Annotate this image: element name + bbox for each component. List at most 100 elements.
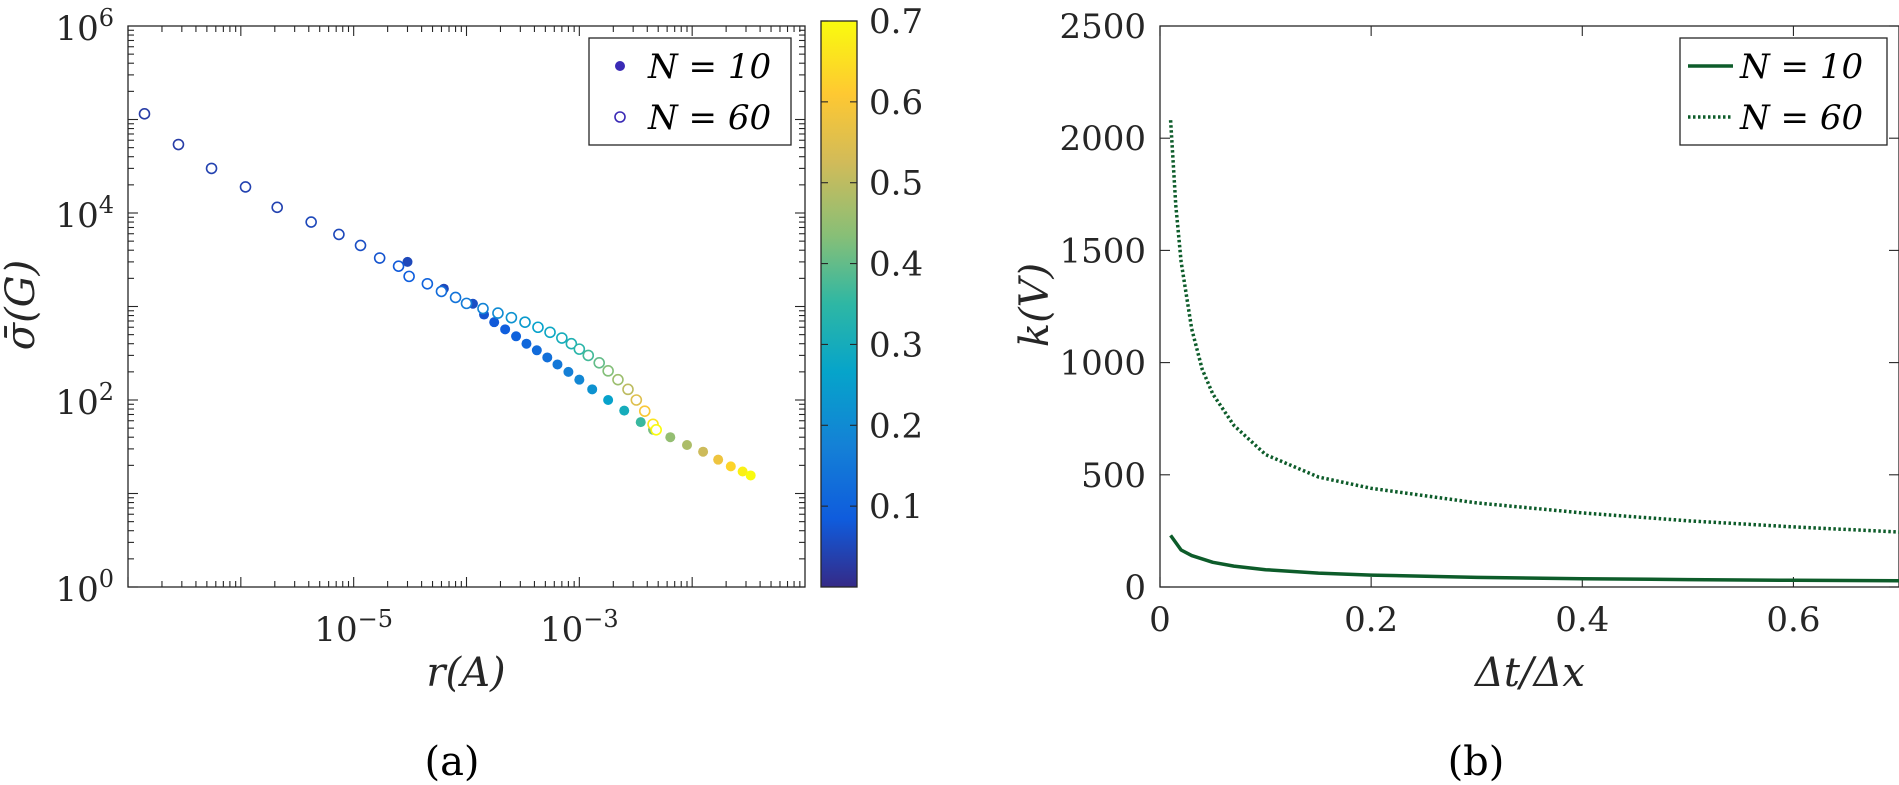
axes-a-ytick-label: 106	[55, 4, 114, 49]
data-point	[305, 216, 317, 228]
colorbar-tick-label: 0.6	[869, 83, 923, 123]
data-point	[552, 359, 563, 370]
axes-b-ytick-label: 500	[1081, 456, 1146, 496]
data-point	[138, 108, 151, 120]
data-point	[587, 384, 598, 395]
legend-a-marker-n10	[615, 61, 625, 71]
axes-b-ytick-label: 0	[1124, 568, 1146, 608]
axes-a-ytick-label: 102	[55, 378, 114, 423]
axes-b-ytick-label: 2000	[1059, 119, 1146, 159]
legend-a-label-n60: N = 60	[647, 98, 771, 138]
axes-a-ticks: 10−5 10−3 100 102 104 106	[55, 4, 618, 650]
data-point	[713, 454, 724, 465]
axes-a-xtick-label: 10−5	[314, 605, 393, 650]
data-point	[556, 332, 568, 344]
data-point	[492, 307, 504, 319]
colorbar-tick-label: 0.1	[869, 487, 923, 527]
axes-b-xtick-label: 0.2	[1344, 600, 1398, 640]
axes-a-ylabel: σ̄(G)	[0, 260, 44, 350]
data-point	[544, 326, 556, 339]
data-point	[532, 321, 544, 334]
colorbar-ticks: 0.1 0.2 0.3 0.4 0.5 0.6 0.7	[821, 2, 923, 527]
axes-b-ylabel: k(V)	[1012, 263, 1058, 347]
colorbar: 0.1 0.2 0.3 0.4 0.5 0.6 0.7	[820, 2, 923, 588]
data-point	[421, 277, 434, 290]
data-point	[489, 317, 500, 328]
data-point	[205, 162, 218, 175]
axes-b-ytick-label: 1000	[1059, 344, 1146, 384]
data-point	[373, 252, 386, 264]
data-point	[612, 373, 624, 386]
axes-b-xlabel: Δt/Δx	[1473, 650, 1585, 696]
colorbar-tick-label: 0.7	[869, 2, 923, 42]
caption-a: (a)	[424, 739, 479, 785]
colorbar-tick-label: 0.4	[869, 245, 923, 285]
data-point	[519, 316, 531, 328]
colorbar-tick-label: 0.5	[869, 164, 923, 204]
data-point	[449, 291, 462, 304]
legend-b-label-n60: N = 60	[1739, 98, 1863, 138]
panel-a: 10−5 10−3 100 102 104 106 r(A) σ̄(G) (a) N = …	[0, 4, 806, 785]
series-a-n60	[138, 108, 663, 436]
data-point	[619, 405, 630, 416]
series-b-n10-line	[1169, 534, 1899, 583]
data-point	[574, 374, 585, 385]
data-point	[573, 343, 586, 355]
data-point	[565, 337, 578, 350]
axes-a-ytick-label: 104	[55, 191, 114, 236]
data-point	[354, 239, 367, 252]
axes-b-ytick-label: 1500	[1059, 231, 1146, 271]
data-point	[630, 394, 643, 406]
data-point	[745, 470, 756, 481]
data-point	[593, 356, 606, 369]
axes-b-xtick-label: 0.4	[1555, 600, 1609, 640]
data-point	[638, 405, 651, 417]
axes-a-minor-ticks	[127, 26, 805, 588]
data-point	[635, 417, 646, 428]
data-point	[402, 256, 413, 267]
axes-a-ytick-label: 100	[55, 565, 114, 610]
legend-b-label-n10: N = 10	[1739, 47, 1863, 87]
axes-b-ticks: 0 0.2 0.4 0.6 0 500 1000 1500 2000 2500	[1059, 7, 1899, 640]
axes-a-xlabel: r(A)	[426, 650, 505, 696]
data-point	[682, 440, 693, 451]
caption-b: (b)	[1448, 739, 1505, 785]
data-point	[737, 466, 748, 477]
axes-b-ytick-label: 2500	[1059, 7, 1146, 47]
legend-b-box	[1679, 37, 1888, 146]
data-point	[650, 424, 663, 436]
data-point	[531, 345, 542, 356]
data-point	[582, 349, 595, 362]
data-point	[622, 383, 634, 396]
axes-a-points	[138, 108, 756, 481]
data-point	[698, 446, 709, 457]
data-point	[725, 461, 736, 472]
data-point	[511, 331, 522, 342]
data-point	[665, 432, 676, 443]
data-point	[172, 138, 185, 151]
legend-a-label-n10: N = 10	[647, 47, 771, 87]
data-point	[563, 366, 574, 377]
data-point	[403, 270, 415, 283]
axes-b-xtick-label: 0	[1149, 600, 1171, 640]
legend-b: N = 10 N = 60	[1679, 37, 1888, 146]
data-point	[477, 302, 489, 315]
legend-a: N = 10 N = 60	[588, 37, 792, 146]
data-point	[239, 181, 252, 193]
data-point	[521, 338, 532, 349]
data-point	[602, 365, 614, 377]
data-point	[392, 260, 405, 272]
data-point	[500, 324, 511, 335]
axes-a-xtick-label: 10−3	[540, 605, 619, 650]
data-point	[333, 228, 345, 241]
legend-a-box	[588, 37, 792, 146]
data-point	[435, 285, 448, 298]
colorbar-gradient	[820, 20, 858, 588]
panel-b: 0 0.2 0.4 0.6 0 500 1000 1500 2000 2500 Δt/Δx k(V…	[1012, 7, 1899, 785]
colorbar-tick-label: 0.3	[869, 325, 923, 365]
axes-b-xtick-label: 0.6	[1766, 600, 1820, 640]
data-point	[460, 297, 473, 310]
data-point	[542, 352, 553, 363]
data-point	[271, 201, 283, 214]
